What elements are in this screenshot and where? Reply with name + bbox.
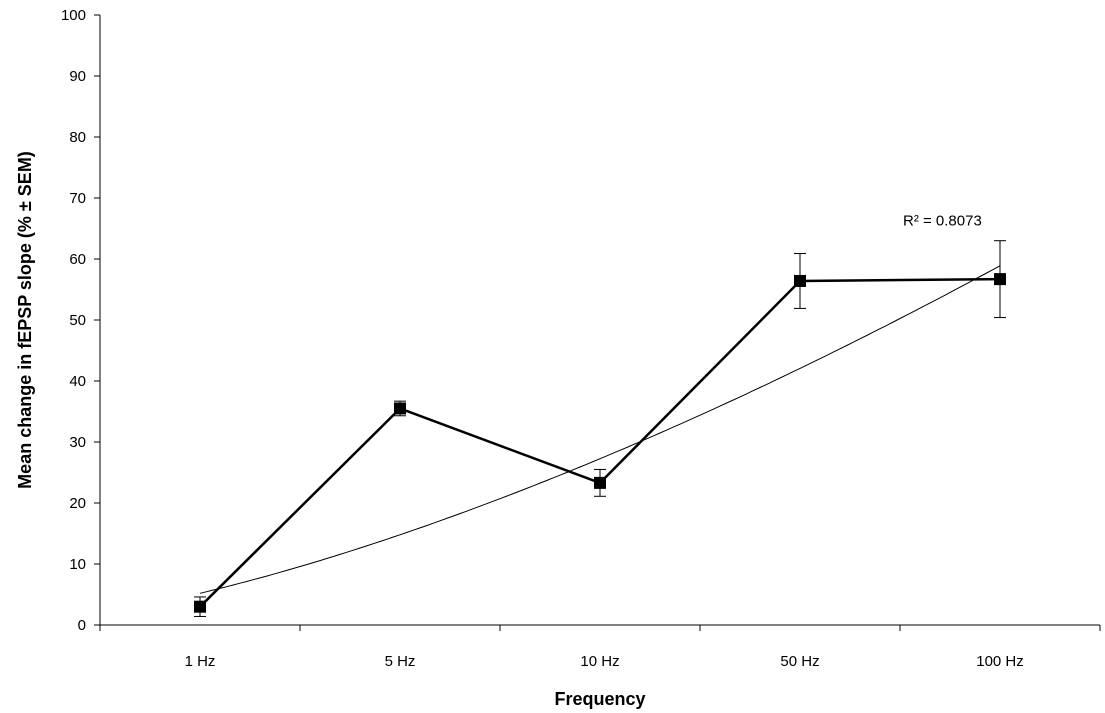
x-ticks: 1 Hz 5 Hz 10 Hz 50 Hz 100 Hz <box>99 625 1101 670</box>
x-tick-label: 1 Hz <box>185 653 216 670</box>
y-tick-label: 90 <box>69 68 86 85</box>
x-tick-label: 50 Hz <box>780 653 819 670</box>
y-tick-label: 10 <box>69 556 86 573</box>
y-tick-label: 60 <box>69 251 86 268</box>
data-point <box>394 402 406 415</box>
y-ticks: 0 10 20 30 40 50 60 70 80 90 100 <box>61 7 100 634</box>
trendline <box>199 265 1001 594</box>
error-bars <box>194 240 1006 617</box>
data-point <box>194 600 206 613</box>
x-tick-label: 10 Hz <box>580 653 619 670</box>
x-axis-title: Frequency <box>554 689 645 709</box>
y-tick-label: 30 <box>69 434 86 451</box>
data-point <box>794 274 806 287</box>
r-squared-label: R² = 0.8073 <box>903 212 982 229</box>
data-point <box>594 476 606 489</box>
y-tick-label: 100 <box>61 7 86 24</box>
markers <box>194 273 1006 613</box>
x-tick-label: 5 Hz <box>385 653 416 670</box>
y-tick-label: 40 <box>69 373 86 390</box>
y-tick-label: 70 <box>69 190 86 207</box>
y-tick-label: 0 <box>78 617 86 634</box>
y-tick-label: 50 <box>69 312 86 329</box>
y-tick-label: 80 <box>69 129 86 146</box>
data-point <box>994 273 1006 286</box>
y-tick-label: 20 <box>69 495 86 512</box>
y-axis-title: Mean change in fEPSP slope (% ± SEM) <box>15 151 35 489</box>
x-tick-label: 100 Hz <box>976 653 1024 670</box>
